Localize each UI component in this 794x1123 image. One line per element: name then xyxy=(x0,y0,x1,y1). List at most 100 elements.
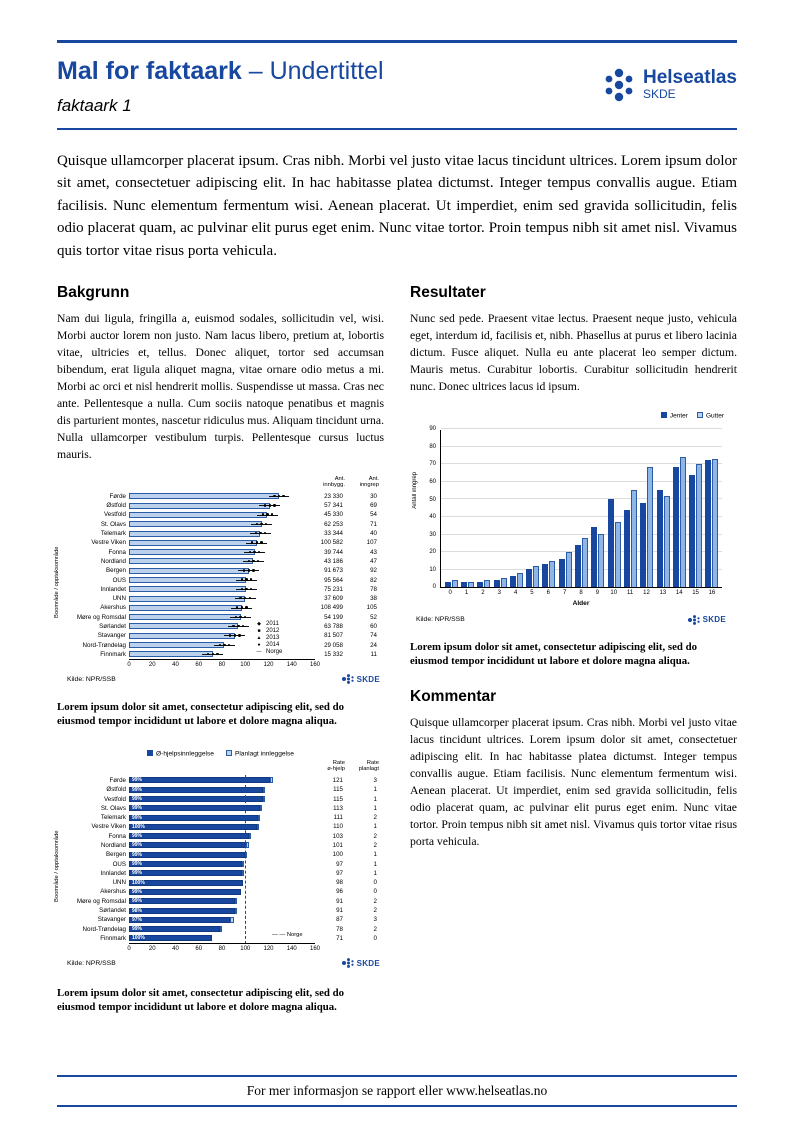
legend-label: Ø-hjelpsinnleggelse xyxy=(156,750,214,758)
region-label: Sørlandet xyxy=(99,623,126,631)
year-marker-dot xyxy=(268,504,271,507)
bar-group xyxy=(476,579,492,587)
legend-item: Gutter xyxy=(696,411,724,420)
year-marker-dot xyxy=(265,522,268,526)
footer-text: For mer informasjon se rapport eller www… xyxy=(246,1083,548,1098)
x-tick-label: 11 xyxy=(627,589,634,596)
year-marker-dot xyxy=(216,652,219,656)
value-rate-planlagt: 0 xyxy=(373,934,377,942)
y-axis-label: Boområde / opptaksområde xyxy=(54,830,60,902)
bar-group xyxy=(573,537,589,587)
legend-item: — Norge xyxy=(255,649,283,656)
chart-row: Stavanger 97% 87 3 xyxy=(67,915,384,924)
region-label: Bergen xyxy=(106,851,126,859)
skde-dots-icon xyxy=(341,674,354,684)
rate-bar xyxy=(129,651,213,658)
value-rate-planlagt: 0 xyxy=(373,888,377,896)
x-axis: 0 20 40 60 80 100 120 140 160 xyxy=(127,659,320,670)
bar-jenter xyxy=(640,502,647,587)
doc-label: faktaark 1 xyxy=(57,95,132,115)
year-marker-dot xyxy=(248,597,252,600)
year-marker-dot xyxy=(245,578,248,581)
x-tick-label: 140 xyxy=(286,945,297,952)
x-tick-label: 0 xyxy=(448,589,452,596)
skde-dots-icon xyxy=(341,958,354,969)
value-rate-ohjelp: 110 xyxy=(333,823,343,831)
bar-group xyxy=(492,578,508,587)
year-marker-dot xyxy=(273,494,276,498)
header-top-rule xyxy=(57,40,737,43)
value-rate-planlagt: 2 xyxy=(373,907,377,915)
bar-gutter xyxy=(630,490,637,587)
x-tick-label: 80 xyxy=(218,945,226,952)
region-label: Akershus xyxy=(100,888,126,896)
gridline xyxy=(441,516,722,517)
pct-label: 99% xyxy=(132,795,143,802)
bar-group xyxy=(508,572,524,587)
year-marker-dot xyxy=(247,569,250,572)
value-rate-ohjelp: 97 xyxy=(336,860,343,868)
rate-bar xyxy=(129,511,268,518)
region-label: Nord-Trøndelag xyxy=(82,641,126,649)
year-marker-dot xyxy=(239,597,242,600)
chart-row: Bergen 91 673 92 xyxy=(67,566,384,575)
page-header: Mal for faktaark – Undertittel faktaark … xyxy=(57,43,737,128)
x-tick-label: 0 xyxy=(127,661,131,668)
value-innbygg: 43 186 xyxy=(324,557,343,565)
value-inngrep: 54 xyxy=(370,511,377,519)
region-label: Østfold xyxy=(106,786,126,794)
rate-bar xyxy=(129,623,239,630)
bar-gutter xyxy=(614,521,621,587)
rate-bar xyxy=(129,576,247,583)
kommentar-heading: Kommentar xyxy=(410,687,497,705)
year-marker-dot xyxy=(260,522,263,526)
chart-row: Sørlandet 63 788 60 xyxy=(67,622,384,631)
year-marker-dot xyxy=(255,541,259,544)
logo-org: SKDE xyxy=(642,87,676,102)
value-rate-planlagt: 1 xyxy=(373,851,377,859)
value-innbygg: 75 231 xyxy=(324,585,343,593)
ohjelp-bar: 99% xyxy=(129,898,235,905)
value-inngrep: 78 xyxy=(370,585,377,593)
norge-legend: — — Norge xyxy=(272,932,303,939)
year-marker-dot xyxy=(244,615,247,619)
chart-row: Møre og Romsdal 99% 91 2 xyxy=(67,897,384,906)
gridline xyxy=(441,445,722,447)
chart-row: Fonna 99% 103 2 xyxy=(67,832,384,841)
chart-legend: Jenter Gutter xyxy=(660,411,724,420)
helseatlas-logo: Helseatlas SKDE xyxy=(602,65,737,105)
ohjelp-bar: 99% xyxy=(129,888,241,895)
gridline xyxy=(441,551,722,552)
year-marker-dot xyxy=(228,634,232,637)
bar-group xyxy=(541,560,557,587)
region-label: Fonna xyxy=(108,548,126,556)
value-inngrep: 52 xyxy=(370,613,377,621)
resultater-heading: Resultater xyxy=(410,284,486,301)
column-header: Rate planlagt xyxy=(358,759,379,773)
value-innbygg: 95 564 xyxy=(324,576,343,584)
rate-bar xyxy=(129,642,225,649)
legend-label: Gutter xyxy=(705,412,724,420)
value-innbygg: 91 673 xyxy=(324,567,343,575)
bar-jenter xyxy=(558,558,565,587)
year-marker-dot xyxy=(240,606,243,609)
bar-jenter xyxy=(623,509,630,587)
x-tick-label: 100 xyxy=(240,661,251,668)
x-tick-label: 1 xyxy=(464,589,469,596)
value-inngrep: 43 xyxy=(370,548,377,556)
planlagt-bar xyxy=(258,814,261,821)
y-tick-label: 70 xyxy=(429,461,436,468)
y-axis-label: Boområde / opptaksområde xyxy=(54,545,60,618)
value-inngrep: 74 xyxy=(370,632,377,640)
chart-row: Førde 99% 121 3 xyxy=(67,776,384,785)
region-label: Finnmark xyxy=(100,934,126,942)
ohjelp-bar: 100% xyxy=(129,823,257,830)
value-rate-planlagt: 1 xyxy=(373,786,377,794)
year-marker-dot xyxy=(240,578,243,581)
bar-group xyxy=(655,490,671,587)
rate-bar xyxy=(129,549,255,556)
rate-bar xyxy=(129,567,249,574)
value-inngrep: 24 xyxy=(370,641,377,649)
bar-gutter xyxy=(451,579,458,587)
column-header: Rate ø-hjelp xyxy=(327,759,345,773)
